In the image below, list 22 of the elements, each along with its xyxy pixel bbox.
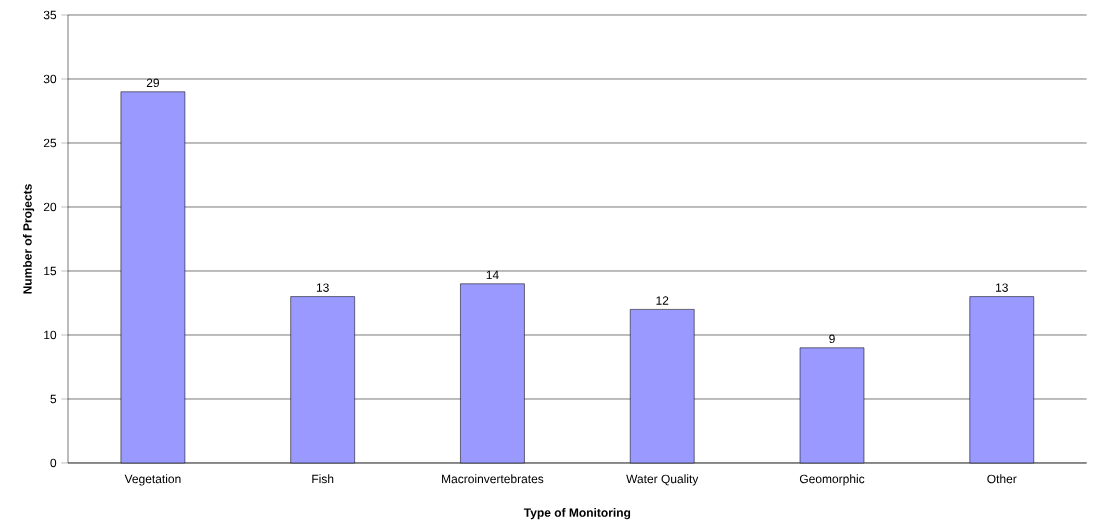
x-tick-label: Water Quality bbox=[626, 474, 699, 486]
x-tick-label: Other bbox=[987, 474, 1017, 484]
x-tick-label: Vegetation bbox=[124, 474, 181, 486]
y-tick-label: 25 bbox=[43, 138, 57, 148]
y-tick-label: 0 bbox=[50, 458, 57, 468]
data-label: 29 bbox=[146, 78, 159, 88]
x-tick-label: Macroinvertebrates bbox=[442, 474, 544, 484]
y-tick-label: 35 bbox=[43, 10, 57, 20]
y-tick-label: 15 bbox=[44, 266, 57, 276]
data-label: 14 bbox=[486, 270, 499, 280]
y-axis-title: Number of Projects bbox=[22, 184, 35, 294]
x-axis-title: Type of Monitoring bbox=[523, 508, 631, 520]
y-tick-label: 10 bbox=[44, 330, 57, 340]
y-tick-label: 20 bbox=[43, 202, 57, 212]
data-label: 13 bbox=[316, 283, 329, 292]
y-tick-label: 30 bbox=[43, 74, 57, 84]
x-tick-label: Fish bbox=[312, 474, 334, 484]
y-tick-label: 5 bbox=[50, 394, 57, 404]
data-label: 13 bbox=[996, 283, 1008, 292]
x-tick-label: Geomorphic bbox=[799, 474, 865, 486]
data-label: 9 bbox=[829, 334, 835, 344]
data-label: 12 bbox=[656, 296, 669, 305]
